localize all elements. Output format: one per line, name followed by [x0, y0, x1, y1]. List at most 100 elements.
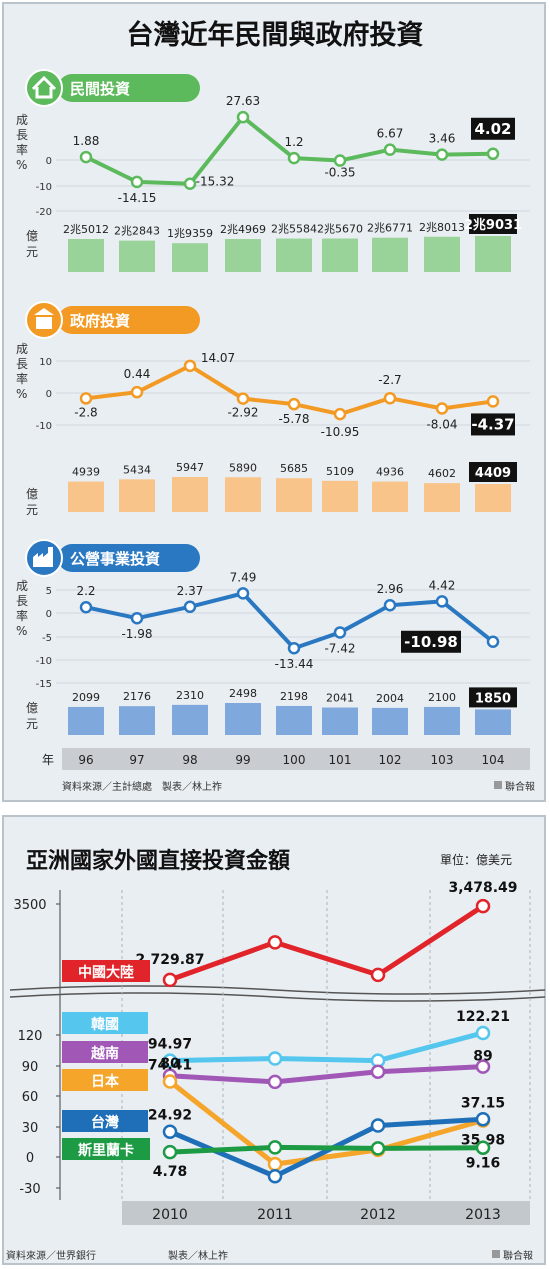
credit-square-top	[494, 781, 502, 789]
series-line	[169, 1116, 484, 1179]
growth-axis-label-char: 成	[16, 579, 28, 593]
growth-point	[486, 635, 500, 649]
y-tick-label: 30	[22, 1121, 39, 1136]
latest-amount-box	[469, 214, 517, 234]
series-point	[267, 1051, 283, 1066]
growth-data-label: -2.8	[74, 405, 97, 419]
legend-label: 韓國	[91, 1016, 119, 1033]
growth-axis-label-char: %	[16, 624, 27, 638]
series-point	[370, 1141, 386, 1156]
x-tick-label: 101	[329, 753, 352, 767]
legend-label: 中國大陸	[78, 964, 134, 981]
growth-tick-label: 0	[46, 609, 52, 620]
growth-data-label: 2.96	[377, 582, 404, 596]
series-point	[370, 1064, 386, 1079]
house-icon	[31, 75, 57, 99]
amount-bar	[172, 477, 208, 512]
amount-axis-label-char: 億	[26, 487, 38, 501]
factory-icon	[33, 547, 53, 567]
amount-bar	[424, 483, 460, 512]
series-point	[370, 967, 386, 983]
amount-data-label: 2兆9031	[464, 217, 522, 233]
amount-data-label: 2198	[280, 690, 308, 703]
amount-data-label: 2兆4969	[220, 223, 266, 236]
legend-label: 台灣	[91, 1114, 119, 1131]
x-axis-band	[62, 748, 530, 770]
growth-tick-label: 10	[39, 357, 52, 368]
growth-tick-label: 5	[46, 586, 52, 597]
series-data-label: 74.41	[148, 1057, 192, 1073]
growth-point	[287, 397, 301, 411]
series-point	[475, 1112, 491, 1127]
latest-growth-box	[401, 630, 461, 653]
growth-data-label: -13.44	[275, 657, 314, 671]
amount-data-label: 2004	[376, 692, 404, 705]
y-tick-label: 3500	[13, 898, 46, 913]
growth-point	[79, 600, 93, 614]
growth-data-label: -15.32	[196, 175, 235, 189]
legend-label: 斯里蘭卡	[78, 1142, 134, 1159]
amount-data-label: 5434	[123, 463, 151, 476]
series-point	[475, 1059, 491, 1074]
amount-bar	[172, 704, 208, 735]
growth-tick-label: -10	[36, 182, 52, 193]
amount-bar	[475, 236, 511, 272]
series-banner	[58, 74, 200, 102]
growth-point	[435, 402, 449, 415]
credit-bottom: 聯合報	[503, 1249, 533, 1262]
series-icon-circle	[25, 69, 63, 107]
growth-data-label: 14.07	[201, 351, 235, 365]
growth-data-label: -2.7	[378, 373, 401, 387]
amount-bar	[475, 484, 511, 512]
amount-bar	[322, 480, 358, 512]
series-point	[475, 1140, 491, 1155]
x-tick-label: 2010	[152, 1207, 188, 1223]
growth-tick-label: -10	[36, 656, 52, 667]
series-4: 24.92 37.15 台灣	[62, 1095, 505, 1184]
growth-point	[333, 626, 347, 639]
growth-data-label: -5.78	[278, 412, 309, 426]
growth-data-label: -1.98	[121, 627, 152, 641]
amount-data-label: 5109	[326, 465, 354, 478]
y-tick-label: -30	[19, 1182, 40, 1197]
legend-tag	[62, 1069, 148, 1091]
growth-point	[183, 359, 197, 373]
series-line	[169, 904, 485, 983]
amount-bar	[322, 707, 358, 735]
amount-data-label: 1850	[475, 691, 511, 706]
series-data-label: 9.16	[466, 1156, 501, 1172]
growth-point	[79, 392, 93, 405]
growth-data-label: -2.92	[227, 406, 258, 420]
amount-data-label: 2兆6771	[367, 222, 413, 235]
growth-data-label: 0.44	[124, 367, 151, 381]
amount-data-label: 2兆8013	[419, 221, 465, 234]
series-point	[267, 935, 283, 950]
series-point	[267, 1156, 283, 1172]
amount-data-label: 2兆5012	[63, 223, 109, 236]
series-point	[162, 1053, 178, 1068]
growth-data-label: -10.98	[404, 633, 458, 651]
amount-axis-label-char: 元	[26, 717, 38, 731]
amount-bar	[372, 481, 408, 512]
growth-data-label: -10.95	[321, 425, 360, 439]
growth-point	[383, 598, 397, 612]
amount-bar	[119, 706, 155, 735]
x-tick-label: 104	[482, 753, 505, 767]
series-0: 2,729.87 3,478.49 中國大陸	[62, 880, 518, 988]
series-point	[475, 1025, 491, 1041]
series-point	[162, 1124, 178, 1139]
growth-data-label: 4.42	[429, 578, 456, 592]
amount-bar	[172, 243, 208, 272]
growth-tick-label: -10	[36, 421, 52, 432]
growth-axis-label-char: 率	[16, 608, 28, 623]
series-name: 民間投資	[70, 80, 130, 98]
source-top: 資料來源／主計總處 製表／林上祚	[62, 780, 222, 793]
credit-square-bottom	[492, 1250, 500, 1258]
series-data-label: 24.92	[148, 1108, 192, 1124]
amount-data-label: 5890	[229, 461, 257, 474]
series-data-label: 2,729.87	[135, 952, 204, 968]
growth-axis-label-char: 長	[16, 128, 28, 142]
amount-bar	[276, 238, 312, 272]
growth-point	[236, 392, 250, 405]
